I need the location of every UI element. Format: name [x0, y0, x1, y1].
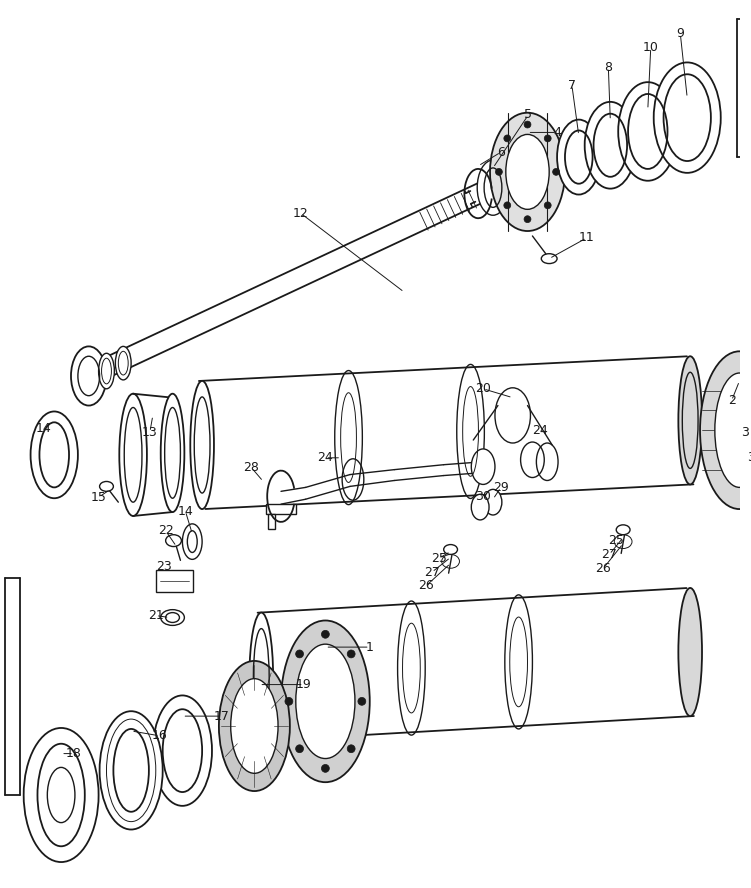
Text: 29: 29 — [493, 481, 508, 494]
Ellipse shape — [71, 346, 107, 406]
Ellipse shape — [119, 393, 147, 516]
Ellipse shape — [472, 449, 495, 485]
Text: 9: 9 — [677, 28, 684, 40]
Ellipse shape — [557, 120, 601, 194]
Text: 19: 19 — [296, 678, 312, 691]
Circle shape — [296, 650, 303, 658]
Text: 20: 20 — [475, 383, 491, 395]
Ellipse shape — [100, 711, 163, 829]
Ellipse shape — [541, 254, 557, 264]
Ellipse shape — [505, 595, 532, 729]
Text: 14: 14 — [177, 504, 193, 518]
Circle shape — [321, 765, 330, 773]
Circle shape — [553, 169, 559, 175]
Text: 25: 25 — [431, 551, 447, 565]
Text: 4: 4 — [553, 126, 561, 139]
Text: 1: 1 — [366, 640, 374, 654]
Circle shape — [524, 121, 531, 128]
Circle shape — [347, 745, 355, 753]
Ellipse shape — [397, 601, 425, 735]
Text: 5: 5 — [524, 108, 532, 121]
Ellipse shape — [715, 373, 751, 488]
Text: 27: 27 — [424, 566, 440, 579]
Text: 24: 24 — [532, 424, 548, 437]
Text: 3: 3 — [747, 451, 751, 464]
Ellipse shape — [484, 489, 502, 515]
Ellipse shape — [678, 356, 702, 485]
Text: 25: 25 — [608, 534, 624, 547]
Circle shape — [358, 697, 366, 705]
Ellipse shape — [152, 695, 212, 805]
Circle shape — [347, 650, 355, 658]
Text: 15: 15 — [91, 491, 107, 503]
Bar — [155, 570, 193, 592]
Circle shape — [524, 216, 531, 223]
Ellipse shape — [490, 113, 565, 231]
Ellipse shape — [98, 353, 114, 389]
Text: 11: 11 — [579, 232, 595, 244]
Ellipse shape — [617, 525, 630, 535]
Ellipse shape — [161, 610, 185, 625]
Ellipse shape — [585, 102, 636, 188]
Ellipse shape — [520, 442, 544, 478]
Text: 6: 6 — [497, 146, 505, 159]
Ellipse shape — [166, 535, 182, 546]
Text: 22: 22 — [158, 524, 173, 537]
Circle shape — [321, 630, 330, 638]
Circle shape — [544, 135, 551, 142]
Ellipse shape — [653, 62, 721, 173]
Text: 18: 18 — [66, 747, 82, 760]
Text: 8: 8 — [605, 61, 612, 74]
Text: 23: 23 — [155, 559, 171, 573]
Ellipse shape — [190, 381, 214, 509]
Ellipse shape — [506, 134, 549, 210]
Ellipse shape — [31, 411, 78, 498]
Circle shape — [285, 697, 293, 705]
Text: 28: 28 — [243, 461, 259, 474]
Bar — [268, 514, 275, 528]
Text: 2: 2 — [728, 394, 735, 407]
Bar — [266, 504, 296, 514]
Ellipse shape — [472, 495, 489, 519]
Text: 24: 24 — [318, 451, 333, 464]
Ellipse shape — [100, 481, 113, 491]
Ellipse shape — [495, 388, 530, 443]
Text: 26: 26 — [418, 580, 434, 592]
Ellipse shape — [700, 352, 751, 509]
Ellipse shape — [335, 370, 362, 504]
Text: 21: 21 — [148, 609, 164, 622]
Ellipse shape — [249, 613, 273, 741]
Ellipse shape — [231, 678, 278, 773]
Text: 17: 17 — [214, 710, 230, 723]
Ellipse shape — [477, 160, 508, 215]
Text: 13: 13 — [142, 425, 158, 439]
Ellipse shape — [116, 346, 131, 380]
Circle shape — [504, 135, 511, 142]
Text: 3: 3 — [741, 425, 749, 439]
Ellipse shape — [444, 544, 457, 554]
Circle shape — [544, 202, 551, 209]
Text: 16: 16 — [152, 729, 167, 742]
Text: 7: 7 — [568, 79, 576, 91]
Ellipse shape — [219, 661, 290, 791]
Text: 26: 26 — [596, 562, 611, 575]
Ellipse shape — [281, 621, 369, 782]
Text: 10: 10 — [643, 41, 659, 54]
Ellipse shape — [161, 393, 185, 512]
Text: 30: 30 — [475, 490, 491, 503]
Ellipse shape — [296, 644, 355, 758]
Text: 27: 27 — [602, 548, 617, 561]
Circle shape — [496, 169, 502, 175]
Ellipse shape — [618, 83, 677, 181]
Text: 12: 12 — [293, 207, 309, 220]
Circle shape — [504, 202, 511, 209]
Ellipse shape — [678, 588, 702, 716]
Ellipse shape — [457, 364, 484, 498]
Circle shape — [296, 745, 303, 753]
Ellipse shape — [24, 728, 98, 862]
Ellipse shape — [182, 524, 202, 559]
Text: 14: 14 — [35, 422, 51, 435]
